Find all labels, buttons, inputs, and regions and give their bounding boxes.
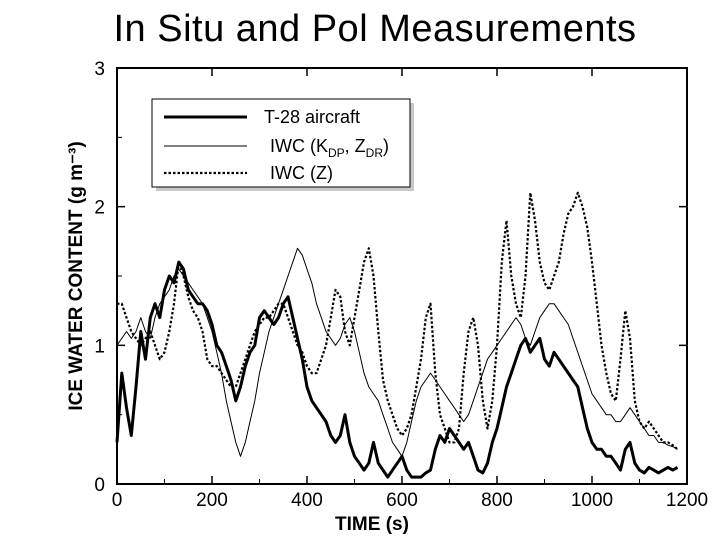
legend-label-2: IWC (KDP, ZDR)	[270, 136, 389, 160]
x-tick-label: 800	[481, 490, 513, 511]
y-axis-title: ICE WATER CONTENT (g m⁻³)	[66, 141, 87, 410]
series-line-3	[117, 191, 679, 451]
series-line-2	[116, 247, 678, 457]
x-axis-title: TIME (s)	[335, 514, 409, 535]
page-title: In Situ and Pol Measurements	[113, 8, 637, 50]
x-tick-label: 0	[112, 490, 123, 511]
legend-label-1: T-28 aircraft	[264, 107, 360, 127]
x-tick-label: 200	[196, 490, 228, 511]
x-tick-label: 400	[291, 490, 323, 511]
legend-box	[151, 98, 411, 188]
series-line-1	[115, 260, 679, 479]
y-tick-label: 2	[94, 198, 105, 219]
legend-label-3: IWC (Z)	[270, 163, 333, 183]
x-tick-label: 600	[386, 490, 418, 511]
y-tick-label: 3	[94, 59, 105, 80]
x-tick-label: 1200	[666, 490, 708, 511]
x-tick-label: 1000	[571, 490, 613, 511]
y-tick-label: 1	[94, 336, 105, 357]
y-tick-label: 0	[94, 475, 105, 496]
